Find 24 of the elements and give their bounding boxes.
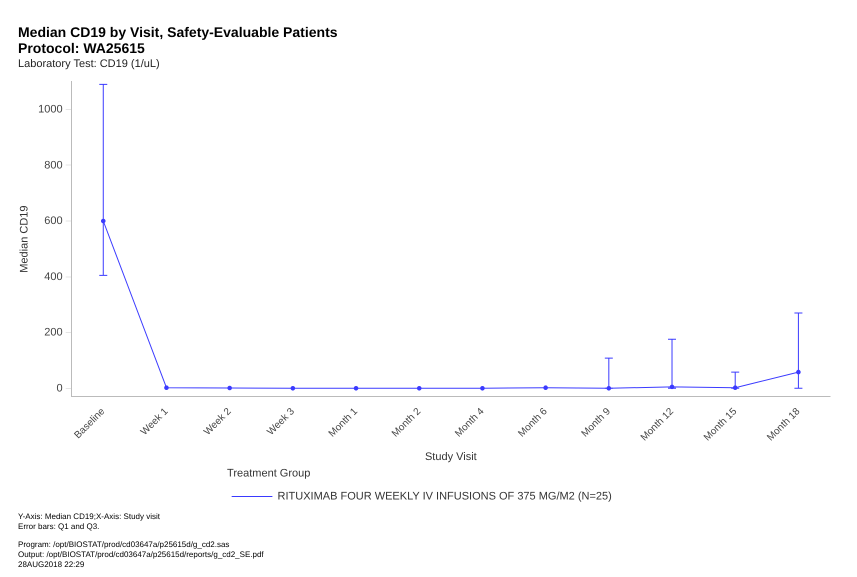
point (227, 386, 232, 390)
point (416, 386, 422, 391)
x-axis-title: Study Visit (424, 451, 477, 464)
text: Y-Axis: Median CD19;X-Axis: Study visit (18, 512, 161, 522)
chart-title: Median CD19 by Visit, Safety-Evaluable Patients Protocol: WA25615 (18, 24, 338, 56)
legend-title: Treatment Group (227, 467, 310, 480)
y-tick-label: 600 (44, 215, 63, 228)
text: Output: /opt/BIOSTAT/prod/cd03647a/p25615d/reports/g_cd2_SE.pdf (18, 550, 264, 560)
text: Error bars: Q1 and Q3. (18, 522, 100, 532)
chart-subtitle: Laboratory Test: CD19 (1/uL) (18, 58, 160, 70)
y-tick-label: 1000 (38, 104, 63, 116)
y-tick-label: 400 (44, 270, 63, 283)
point (480, 386, 485, 391)
y-axis-title: Median CD19 (18, 205, 31, 273)
text: 28AUG2018 22:29 (18, 560, 86, 570)
point (354, 386, 358, 391)
legend-label: RITUXIMAB FOUR WEEKLY IV INFUSIONS OF 375 MG/M2 (N=25) (278, 490, 612, 503)
text: Program: /opt/BIOSTAT/prod/cd03647a/p25615d/g_cd2.sas (18, 540, 230, 550)
y-tick-label: 200 (44, 326, 63, 339)
y-tick-label: 800 (44, 159, 63, 172)
point (290, 386, 296, 391)
point (543, 385, 548, 390)
point (164, 385, 169, 390)
y-tick-label: 0 (56, 382, 63, 394)
